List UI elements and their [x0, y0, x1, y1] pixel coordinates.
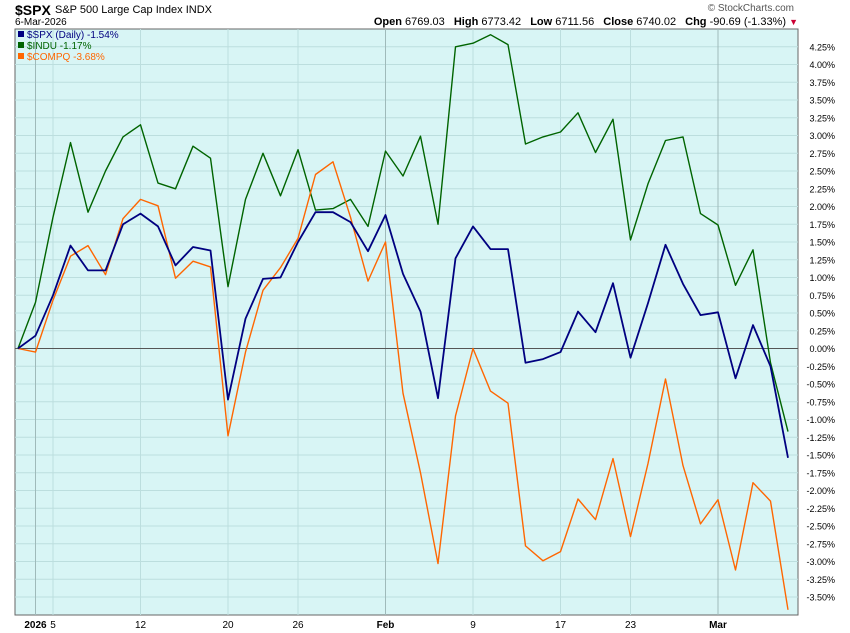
- legend-item-spx: $SPX (Daily) -1.54%: [18, 30, 119, 41]
- y-tick-label: 3.25%: [809, 113, 835, 123]
- y-tick-label: 0.25%: [809, 326, 835, 336]
- high-value: 6773.42: [481, 16, 522, 28]
- y-tick-label: -1.75%: [806, 468, 835, 478]
- open-label: Open: [373, 16, 402, 28]
- legend-label-indu: $INDU -1.17%: [27, 41, 92, 52]
- x-axis-labels: 2026 5 12 20 26 Feb 9 17 23 Mar: [24, 620, 727, 631]
- x-tick-label: 9: [470, 620, 476, 631]
- y-tick-label: 3.00%: [809, 131, 835, 141]
- y-tick-label: -3.00%: [806, 557, 835, 567]
- y-tick-label: 2.25%: [809, 184, 835, 194]
- legend-swatch-indu: [18, 42, 24, 48]
- y-tick-label: 3.50%: [809, 96, 835, 106]
- y-tick-label: -2.25%: [806, 504, 835, 514]
- y-tick-label: -2.00%: [806, 486, 835, 496]
- y-tick-label: 1.00%: [809, 273, 835, 283]
- legend-item-indu: $INDU -1.17%: [18, 41, 119, 52]
- series-line-spx: [17, 211, 789, 458]
- y-tick-label: 2.50%: [809, 167, 835, 177]
- legend-label-spx: $SPX (Daily) -1.54%: [27, 30, 119, 41]
- y-tick-label: -0.75%: [806, 397, 835, 407]
- y-tick-label: -1.50%: [806, 451, 835, 461]
- x-tick-label: Mar: [709, 620, 727, 631]
- security-name-text: S&P 500 Large Cap Index: [55, 4, 183, 16]
- legend-swatch-spx: [18, 31, 24, 37]
- y-tick-label: 2.00%: [809, 202, 835, 212]
- y-tick-label: -0.25%: [806, 362, 835, 372]
- y-tick-label: -1.00%: [806, 415, 835, 425]
- x-tick-label: 23: [625, 620, 637, 631]
- chart-legend: $SPX (Daily) -1.54% $INDU -1.17% $COMPQ …: [18, 30, 119, 63]
- close-label: Close: [603, 16, 634, 28]
- y-tick-label: -2.50%: [806, 522, 835, 532]
- x-tick-label: 20: [222, 620, 234, 631]
- open-value: 6769.03: [405, 16, 445, 28]
- change-down-arrow-icon: ▼: [789, 17, 798, 27]
- chart-security-name: S&P 500 Large Cap Index INDX: [55, 4, 212, 16]
- x-tick-label: 12: [135, 620, 147, 631]
- high-label: High: [453, 16, 479, 28]
- series-line-compq: [17, 161, 789, 610]
- legend-swatch-compq: [18, 53, 24, 59]
- series-line-indu: [17, 34, 789, 432]
- y-tick-label: 3.75%: [809, 78, 835, 88]
- exchange-label: INDX: [185, 4, 212, 16]
- x-tick-label: 17: [555, 620, 567, 631]
- x-tick-label: 26: [292, 620, 304, 631]
- y-tick-label: 1.75%: [809, 220, 835, 230]
- low-label: Low: [530, 16, 553, 28]
- y-tick-label: 0.00%: [809, 344, 835, 354]
- chart-symbol: $SPX: [15, 2, 51, 18]
- y-tick-label: 4.00%: [809, 60, 835, 70]
- close-value: 6740.02: [636, 16, 677, 28]
- series-lines: [17, 34, 789, 610]
- stockcharts-watermark: © StockCharts.com: [707, 3, 794, 14]
- y-tick-label: 1.50%: [809, 238, 835, 248]
- low-value: 6711.56: [555, 16, 595, 28]
- x-grid-lines: [35, 29, 719, 615]
- grid-lines: [15, 46, 798, 598]
- chart-date: 6-Mar-2026: [15, 17, 67, 28]
- y-tick-label: -0.50%: [806, 380, 835, 390]
- y-tick-label: -3.25%: [806, 575, 835, 585]
- change-label: Chg: [685, 16, 707, 28]
- quote-summary: Open 6769.03 High 6773.42 Low 6711.56 Cl…: [374, 16, 798, 28]
- y-tick-label: 1.25%: [809, 255, 835, 265]
- change-value: -90.69 (-1.33%): [709, 16, 787, 28]
- y-tick-label: -3.50%: [806, 593, 835, 603]
- x-tick-label: 5: [50, 620, 56, 631]
- y-tick-label: 0.75%: [809, 291, 835, 301]
- x-tick-label: 2026: [24, 620, 47, 631]
- y-tick-label: -1.25%: [806, 433, 835, 443]
- x-tick-label: Feb: [377, 620, 395, 631]
- legend-item-compq: $COMPQ -3.68%: [18, 52, 119, 63]
- y-axis-labels: 4.25% 4.00% 3.75% 3.50% 3.25% 3.00% 2.75% 2.50%…: [806, 42, 835, 602]
- plot-area: [14, 28, 799, 616]
- y-tick-label: 4.25%: [809, 42, 835, 52]
- y-tick-label: 0.50%: [809, 309, 835, 319]
- y-tick-label: -2.75%: [806, 539, 835, 549]
- legend-label-compq: $COMPQ -3.68%: [27, 52, 105, 63]
- y-tick-label: 2.75%: [809, 149, 835, 159]
